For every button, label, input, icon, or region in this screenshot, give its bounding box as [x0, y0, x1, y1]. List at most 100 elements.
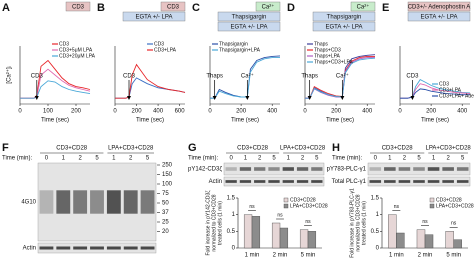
blot-image: [367, 162, 471, 176]
blot-band: [311, 167, 323, 171]
treatment-box: [160, 1, 186, 12]
arrow-head: [34, 96, 39, 100]
x-tick-label: 600: [175, 109, 186, 115]
arrow-head: [127, 96, 131, 100]
treatment-label: CD3: [167, 5, 180, 11]
legend-label: Thaps+CD3+LPA: [314, 59, 353, 65]
significance: ns: [422, 219, 428, 225]
significance: ns: [394, 204, 400, 210]
blot-band: [413, 167, 425, 171]
trace: [210, 57, 280, 99]
legend-label: CD3+20μM LPA: [59, 53, 96, 59]
blot-band: [106, 190, 121, 214]
arrow-label: Thaps: [301, 74, 318, 80]
blot-band: [56, 246, 71, 250]
blot-header: CD3+CD28: [237, 146, 269, 152]
y-tick-label: 1: [232, 212, 236, 218]
blot-band: [398, 167, 411, 171]
blot-row-label: Total PLC-γ1: [332, 179, 367, 185]
legend-swatch: [283, 203, 289, 209]
bar: [279, 227, 289, 249]
time-value: 5: [461, 156, 465, 162]
legend-label: Thapsigargin+LPA: [219, 47, 261, 53]
y-axis-label: treated cells (1 min): [361, 201, 367, 245]
blot-band: [456, 180, 469, 183]
marker-label: 20: [162, 229, 169, 235]
marker-label: 25: [162, 220, 169, 226]
treatment-label: Ca²⁺: [262, 4, 275, 11]
x-axis-label: Time (sec): [421, 118, 449, 124]
bar: [445, 231, 454, 249]
blot-band: [456, 167, 469, 171]
time-value: 1: [432, 156, 436, 162]
trace: [305, 55, 375, 99]
y-tick-label: 1.5: [227, 196, 236, 202]
legend-label: CD3+LPA: [154, 47, 177, 53]
legend-label: CD3: [439, 81, 449, 87]
y-axis-label: [Ca²⁺]ᵢ: [6, 66, 13, 83]
y-tick-label: 0: [376, 246, 380, 252]
blot-band: [39, 246, 54, 250]
x-tick-label: 100: [43, 109, 54, 115]
legend-label: CD3+LPA: [439, 87, 462, 93]
blot-header: LPA+CD3+CD28: [426, 146, 472, 152]
x-tick-label: 0: [18, 109, 22, 115]
legend-label: CD3: [59, 41, 69, 47]
time-value: 2: [446, 156, 450, 162]
legend-swatch: [429, 203, 435, 209]
treatment-label: EGTA +/- LPA: [326, 25, 363, 31]
x-tick-label: 400: [267, 109, 278, 115]
x-tick-label: 0: [303, 109, 307, 115]
blot-band: [442, 167, 454, 171]
time-value: 5: [146, 156, 150, 162]
x-axis-label: Time (sec): [41, 118, 69, 124]
panel-letter: E: [382, 2, 389, 14]
panel-letter: H: [332, 142, 340, 154]
treatment-box: [350, 1, 376, 12]
arrow-head: [410, 96, 415, 100]
time-value: 5: [272, 156, 276, 162]
treatment-box: [312, 21, 376, 32]
arrow-head: [307, 96, 312, 100]
legend-label: LPA+CD3+CD28: [290, 203, 328, 209]
arrow-label: Thaps: [206, 74, 223, 80]
treatment-label: CD3: [72, 5, 85, 11]
x-tick-label: 2 min: [418, 253, 433, 259]
blot-band: [90, 190, 104, 214]
treatment-label: CD3+/- Adenophostin A: [408, 5, 471, 11]
x-tick-label: 5 min: [301, 253, 316, 259]
legend-label: CD3+CD28: [290, 197, 316, 203]
blot-band: [282, 180, 294, 183]
marker-label: 150: [162, 172, 173, 178]
blot-row-label: Actin: [209, 179, 222, 185]
significance: ns: [305, 219, 311, 225]
legend-label: Thapsigargin: [219, 41, 248, 47]
significance: ns: [451, 221, 457, 227]
x-tick-label: 200: [236, 109, 247, 115]
y-tick-label: 1: [376, 212, 380, 218]
blot-band: [384, 180, 396, 183]
blot-band: [225, 180, 237, 183]
blot-band: [311, 180, 323, 183]
blot-band: [56, 190, 71, 214]
arrow-head: [245, 96, 250, 100]
arrow-head: [340, 96, 345, 100]
treatment-label: Ca²⁺: [357, 4, 370, 11]
treatment-box: [312, 11, 376, 22]
time-label: Time (min):: [188, 156, 218, 162]
x-tick-label: 200: [426, 109, 437, 115]
arrow-label: CD3: [123, 74, 136, 80]
bar: [299, 229, 309, 249]
blot-band: [398, 180, 411, 183]
treatment-box: [407, 1, 471, 12]
blot-band: [73, 246, 88, 250]
blot-band: [123, 190, 138, 214]
panel-letter: A: [2, 2, 10, 14]
bar: [388, 214, 397, 249]
blot-band: [296, 180, 309, 183]
arrow-label: CD3: [31, 74, 44, 80]
blot-band: [254, 180, 266, 183]
x-tick-label: 0: [208, 109, 212, 115]
time-value: 5: [417, 156, 421, 162]
blot-band: [239, 180, 252, 183]
